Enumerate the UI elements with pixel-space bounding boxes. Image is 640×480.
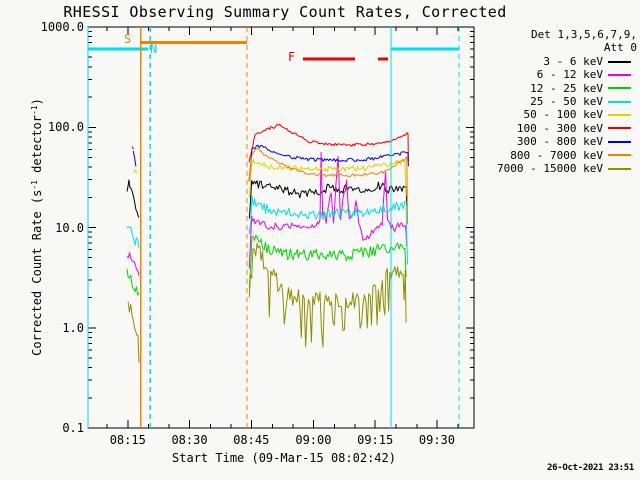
series-12-25-kev (126, 268, 140, 296)
series-3-6-kev (248, 180, 408, 219)
legend-color-line (608, 114, 631, 117)
legend-color-line (608, 167, 631, 170)
x-axis-title: Start Time (09-Mar-15 08:02:42) (172, 451, 396, 465)
legend-entry-label: 300 - 800 keV (516, 135, 603, 149)
legend-attenuator: Att 0 (603, 41, 637, 55)
legend-color-line (608, 154, 631, 157)
series-7000-15000-kev (127, 301, 140, 363)
legend: Det 1,3,5,6,7,9, Att 0 3 - 6 keV 6 - 12 k… (497, 28, 637, 175)
series-100-300-kev (248, 123, 409, 163)
x-tick-label: 09:15 (357, 433, 394, 447)
y-axis-superscript: -1 (30, 180, 39, 190)
y-tick-label: 1.0 (62, 320, 84, 335)
legend-color-line (608, 140, 631, 143)
series-curves (126, 123, 409, 363)
legend-entry-label: 6 - 12 keV (536, 68, 603, 82)
legend-entry-label: 25 - 50 keV (530, 94, 603, 108)
legend-color-line (608, 73, 631, 76)
series-6-12-kev (248, 151, 408, 269)
legend-detectors: Det 1,3,5,6,7,9, (531, 28, 637, 41)
series-25-50-kev (248, 195, 409, 265)
legend-entry-label: 7000 - 15000 keV (497, 161, 603, 175)
series-800-7000-kev (248, 148, 409, 225)
series-50-100-kev (132, 169, 138, 173)
legend-entry: 12 - 25 keV (497, 82, 637, 95)
series-6-12-kev (126, 252, 140, 276)
axes-frame (87, 26, 475, 429)
legend-entry: 50 - 100 keV (497, 108, 637, 121)
creation-timestamp: 26-Oct-2021 23:51 (546, 463, 634, 473)
event-lines (87, 27, 460, 428)
series-7000-15000-kev (248, 242, 407, 348)
x-tick-label: 09:30 (418, 433, 455, 447)
legend-entries: 3 - 6 keV 6 - 12 keV 12 - 25 keV 25 - 50 ke… (497, 55, 637, 176)
series-300-800-kev (248, 144, 409, 182)
legend-color-line (608, 87, 631, 90)
legend-entry-label: 100 - 300 keV (516, 121, 603, 135)
x-tick-label: 08:30 (171, 433, 208, 447)
legend-entry: 6 - 12 keV (497, 68, 637, 81)
flag-label-f: F (288, 50, 296, 64)
flag-label-n: N (150, 42, 158, 56)
series-300-800-kev (132, 150, 137, 167)
legend-entry-label: 50 - 100 keV (523, 108, 603, 122)
legend-color-line (608, 127, 631, 130)
flag-label-s: S (124, 32, 132, 46)
legend-color-line (608, 100, 631, 103)
y-axis-superscript: -1 (30, 105, 39, 116)
y-tick-label: 1000.0 (40, 20, 84, 34)
flag-bars (88, 41, 459, 61)
legend-entry-label: 12 - 25 keV (530, 81, 603, 95)
y-tick-label: 10.0 (55, 220, 84, 235)
legend-entry-label: 800 - 7000 keV (510, 148, 603, 162)
legend-entry: 7000 - 15000 keV (497, 162, 637, 175)
x-tick-label: 08:45 (233, 433, 270, 447)
series-12-25-kev (248, 234, 407, 289)
legend-entry: 100 - 300 keV (497, 122, 637, 135)
series-100-300-kev (131, 146, 135, 150)
legend-entry: 25 - 50 keV (497, 95, 637, 108)
x-tick-label: 09:00 (295, 433, 332, 447)
legend-entry: 300 - 800 keV (497, 135, 637, 148)
y-tick-label: 0.1 (62, 421, 84, 435)
y-tick-label: 100.0 (47, 120, 84, 135)
legend-entry: 3 - 6 keV (497, 55, 637, 68)
series-50-100-kev (248, 159, 407, 198)
x-tick-label: 08:15 (109, 433, 146, 447)
series-25-50-kev (126, 226, 140, 249)
series-3-6-kev (126, 179, 140, 218)
plot-title: RHESSI Observing Summary Count Rates, Co… (63, 3, 507, 21)
legend-color-line (608, 60, 631, 63)
y-axis-title-text: ) (30, 98, 44, 106)
legend-entry: 800 - 7000 keV (497, 149, 637, 162)
legend-entry-label: 3 - 6 keV (543, 54, 603, 68)
